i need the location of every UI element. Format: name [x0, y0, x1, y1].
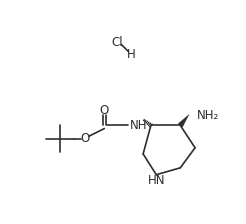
Text: H: H: [127, 48, 136, 61]
Text: O: O: [100, 103, 109, 116]
Text: NH: NH: [130, 119, 147, 132]
Text: O: O: [80, 132, 90, 145]
Polygon shape: [178, 115, 189, 127]
Text: NH₂: NH₂: [197, 109, 219, 122]
Text: HN: HN: [148, 174, 166, 187]
Text: Cl: Cl: [111, 36, 123, 49]
